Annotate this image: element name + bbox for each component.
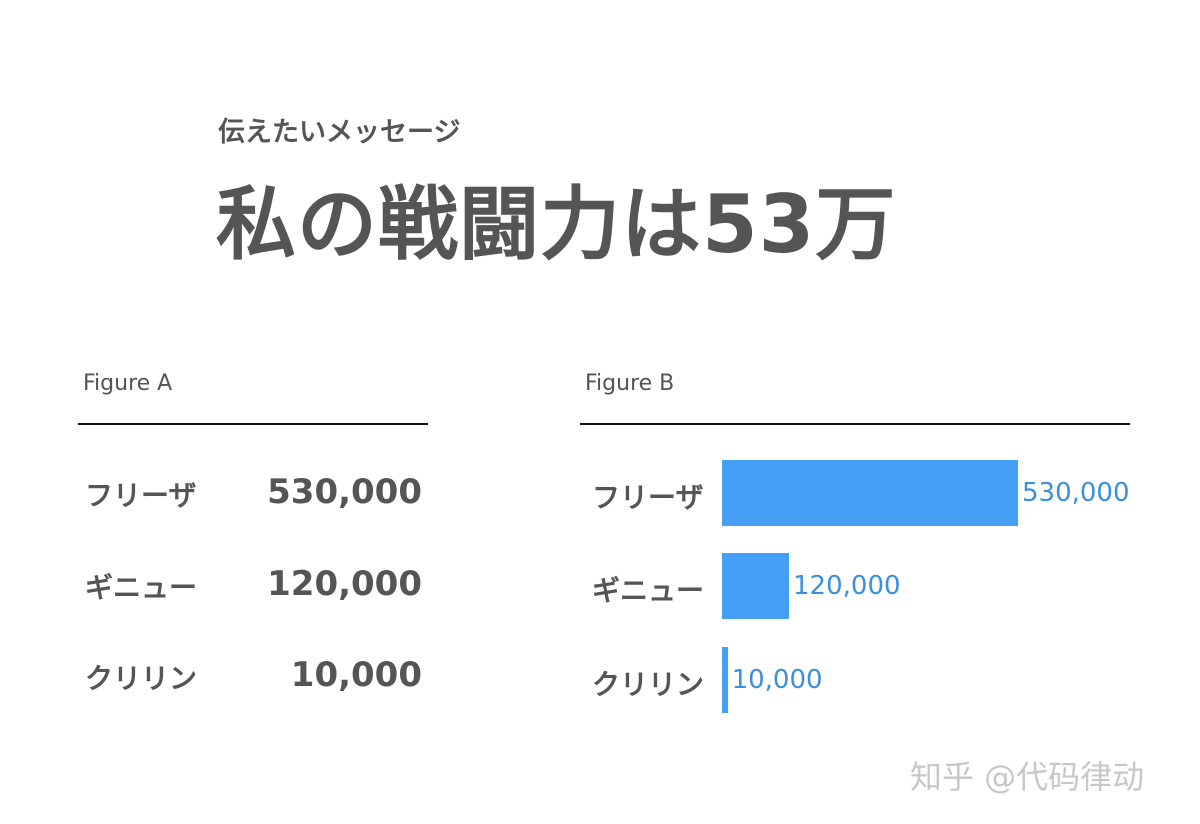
data-label: 530,000 — [1022, 478, 1130, 508]
table-row-value: 10,000 — [290, 655, 422, 695]
bar — [722, 647, 728, 713]
figure-a-label: Figure A — [83, 371, 173, 396]
data-label: 10,000 — [731, 665, 823, 695]
figure-b-label: Figure B — [585, 371, 675, 396]
figure-b-divider — [580, 423, 1130, 425]
category-label: フリーザ — [592, 481, 704, 514]
table-row-value: 530,000 — [267, 472, 422, 512]
table-row-name: ギニュー — [85, 571, 198, 604]
bar — [722, 553, 790, 619]
bar — [722, 460, 1018, 526]
page-title: 私の戦闘力は53万 — [216, 178, 897, 271]
category-label: クリリン — [592, 668, 705, 701]
watermark: 知乎 @代码律动 — [910, 758, 1145, 796]
table-row-value: 120,000 — [267, 564, 422, 604]
table-row-name: クリリン — [85, 662, 198, 695]
category-label: ギニュー — [592, 574, 705, 607]
subtitle: 伝えたいメッセージ — [218, 117, 461, 148]
table-row-name: フリーザ — [85, 479, 197, 512]
data-label: 120,000 — [793, 571, 901, 601]
figure-a-divider — [78, 423, 428, 425]
